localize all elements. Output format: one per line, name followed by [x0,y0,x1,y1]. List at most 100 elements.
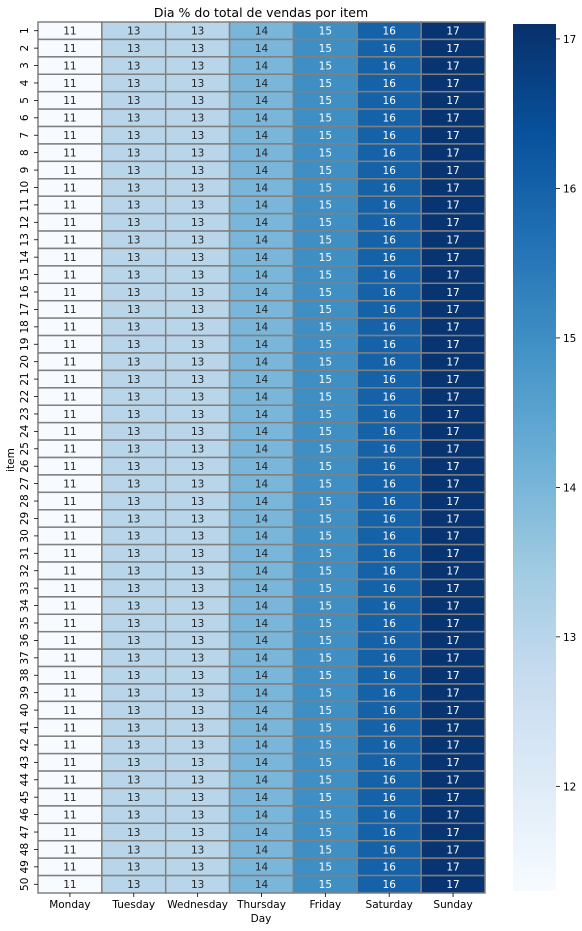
cell-value-label: 14 [255,269,269,281]
cell-value-label: 15 [319,287,332,299]
cell-value-label: 14 [255,130,269,142]
cell-value-label: 14 [255,478,269,490]
cell-value-label: 13 [191,43,204,55]
x-axis-label: Day [251,913,272,925]
cell-value-label: 16 [383,827,397,839]
cell-value-label: 11 [63,687,76,699]
cell-value-label: 16 [383,705,397,717]
cell-value-label: 14 [255,583,269,595]
cell-value-label: 13 [191,879,204,891]
cell-value-label: 17 [446,722,459,734]
cell-value-label: 15 [319,757,332,769]
y-tick-label: 14 [19,250,31,264]
cell-value-label: 11 [63,43,76,55]
cell-value-label: 16 [383,757,397,769]
cell-value-label: 15 [319,618,332,630]
cell-value-label: 14 [255,827,269,839]
cell-value-label: 11 [63,95,76,107]
cell-value-label: 16 [383,548,397,560]
cell-value-label: 14 [255,322,269,334]
cell-value-label: 11 [63,339,76,351]
cell-value-label: 16 [383,95,397,107]
cell-value-label: 15 [319,339,332,351]
cell-value-label: 16 [383,356,397,368]
cell-value-label: 13 [191,391,204,403]
cell-value-label: 13 [191,531,204,543]
cell-value-label: 17 [446,461,459,473]
cell-value-label: 14 [255,740,269,752]
cell-value-label: 13 [127,722,140,734]
colorbar-tick-label: 13 [563,632,576,644]
cell-value-label: 15 [319,809,332,821]
cell-value-label: 11 [63,809,76,821]
cell-value-label: 13 [191,844,204,856]
colorbar-gradient [513,24,556,891]
cell-value-label: 15 [319,478,332,490]
y-tick-label: 46 [19,808,31,822]
cell-value-label: 16 [383,252,397,264]
cell-value-label: 13 [127,879,140,891]
cell-value-label: 15 [319,269,332,281]
cell-value-label: 16 [383,618,397,630]
cell-value-label: 17 [446,374,459,386]
y-tick-label: 50 [19,878,31,891]
y-tick-label: 33 [19,581,31,594]
cell-value-label: 15 [319,513,332,525]
cell-value-label: 17 [446,740,459,752]
cell-value-label: 13 [127,862,140,874]
cell-value-label: 13 [191,60,204,72]
cell-value-label: 17 [446,269,459,281]
cell-value-label: 14 [255,374,269,386]
cell-value-label: 17 [446,235,459,247]
cell-value-label: 13 [191,252,204,264]
cell-value-label: 15 [319,740,332,752]
cell-value-label: 13 [191,287,204,299]
y-tick-label: 41 [19,721,31,734]
cell-value-label: 16 [383,374,397,386]
cell-value-label: 14 [255,26,269,38]
cell-value-label: 15 [319,548,332,560]
cell-value-label: 11 [63,165,76,177]
cell-value-label: 13 [191,653,204,665]
cell-value-label: 13 [127,409,140,421]
cell-value-label: 13 [191,513,204,525]
cell-value-label: 15 [319,844,332,856]
cell-value-label: 13 [191,757,204,769]
cell-value-label: 14 [255,200,269,212]
cell-value-label: 14 [255,653,269,665]
colorbar-tick-label: 14 [563,482,577,494]
cell-value-label: 17 [446,862,459,874]
cell-value-label: 17 [446,130,459,142]
cell-value-label: 15 [319,670,332,682]
chart-title: Dia % do total de vendas por item [154,5,368,20]
x-tick-label: Monday [49,899,90,911]
cell-value-label: 17 [446,287,459,299]
cell-value-label: 11 [63,391,76,403]
y-tick-label: 24 [19,424,31,438]
cell-value-label: 13 [127,217,140,229]
cell-value-label: 13 [191,235,204,247]
cell-value-label: 13 [127,513,140,525]
cell-value-label: 13 [127,304,140,316]
cell-value-label: 13 [191,26,204,38]
cell-value-label: 13 [191,78,204,90]
cell-value-label: 17 [446,322,459,334]
cell-value-label: 15 [319,78,332,90]
cell-value-label: 11 [63,879,76,891]
cell-value-label: 15 [319,113,332,125]
y-tick-label: 29 [19,512,31,525]
y-tick-label: 16 [19,285,31,299]
cell-value-label: 17 [446,113,459,125]
cell-value-label: 13 [191,217,204,229]
cell-value-label: 11 [63,444,76,456]
y-axis-label: item [5,448,17,472]
cell-value-label: 11 [63,235,76,247]
cell-value-label: 14 [255,235,269,247]
cell-value-label: 13 [127,757,140,769]
cell-value-label: 15 [319,391,332,403]
cell-value-label: 17 [446,426,459,438]
cell-value-label: 13 [191,200,204,212]
cell-value-label: 13 [127,775,140,787]
cell-value-label: 17 [446,844,459,856]
cell-value-label: 15 [319,705,332,717]
